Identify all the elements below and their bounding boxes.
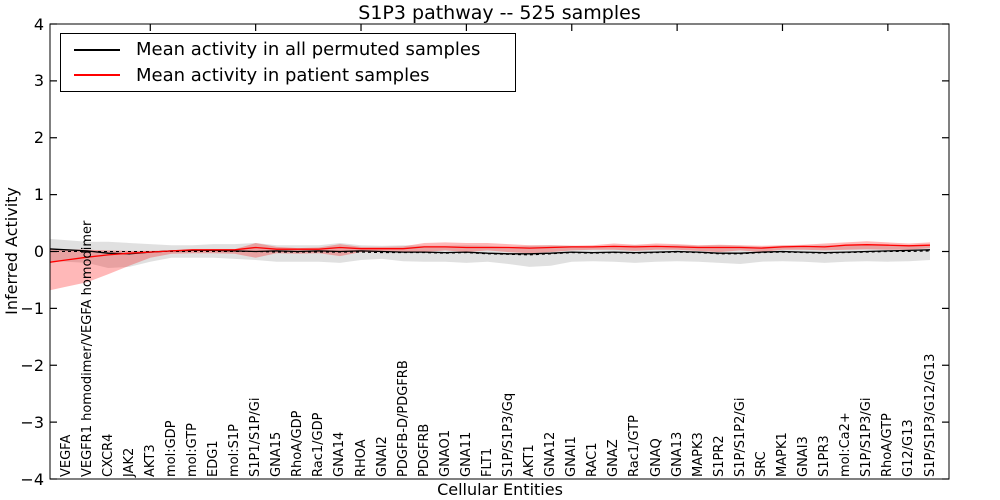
x-tick-label: S1P/S1P3/Gq bbox=[501, 392, 517, 477]
y-tick-label: 3 bbox=[33, 71, 44, 91]
x-tick-label: GNAQ bbox=[648, 438, 664, 477]
x-tick-label: EDG1 bbox=[206, 440, 221, 477]
x-tick-label: mol:GTP bbox=[184, 423, 200, 477]
chart-title: S1P3 pathway -- 525 samples bbox=[358, 2, 641, 24]
x-tick-label: VEGFA bbox=[58, 434, 74, 477]
x-tick-label: GNA14 bbox=[332, 431, 348, 477]
y-tick-label: −4 bbox=[20, 469, 44, 489]
x-tick-label: FLT1 bbox=[479, 447, 495, 477]
x-axis-label: Cellular Entities bbox=[437, 480, 563, 499]
x-tick-label: PDGFRB bbox=[416, 423, 432, 477]
y-tick-label: 0 bbox=[33, 242, 44, 261]
x-tick-label: mol:Ca2+ bbox=[838, 412, 854, 477]
x-tick-label: GNAI1 bbox=[564, 436, 580, 477]
x-tick-label: SRC bbox=[753, 451, 769, 477]
x-tick-label: CXCR4 bbox=[100, 433, 116, 477]
x-tick-label: S1P/S1P3/G12/G13 bbox=[922, 353, 938, 477]
legend: Mean activity in all permuted samples Me… bbox=[60, 33, 516, 92]
legend-item-permuted: Mean activity in all permuted samples bbox=[61, 37, 515, 63]
x-tick-label: S1PR3 bbox=[817, 435, 833, 477]
x-tick-label: GNA15 bbox=[269, 431, 285, 477]
x-tick-label: PDGFB-D/PDGFRB bbox=[395, 360, 411, 477]
x-tick-label: RhoA/GDP bbox=[290, 410, 306, 477]
x-tick-label: MAPK1 bbox=[774, 432, 790, 477]
legend-item-patient: Mean activity in patient samples bbox=[61, 63, 515, 89]
x-tick-label: G12/G13 bbox=[901, 419, 917, 477]
legend-label-patient: Mean activity in patient samples bbox=[136, 64, 430, 86]
x-tick-label: MAPK3 bbox=[690, 432, 706, 477]
x-tick-label: GNA13 bbox=[669, 431, 685, 477]
y-tick-label: 1 bbox=[33, 185, 44, 205]
legend-line-red-icon bbox=[74, 74, 120, 77]
x-tick-label: S1P/S1P2/Gi bbox=[732, 397, 748, 477]
legend-line-black-icon bbox=[74, 48, 120, 51]
y-tick-label: 4 bbox=[33, 14, 44, 34]
y-tick-label: 2 bbox=[33, 128, 44, 148]
x-tick-label: mol:GDP bbox=[163, 420, 179, 477]
x-tick-label: RHOA bbox=[353, 439, 369, 477]
x-tick-label: AKT1 bbox=[522, 444, 538, 477]
x-tick-label: mol:S1P bbox=[227, 424, 243, 477]
x-tick-label: Rac1/GTP bbox=[627, 415, 643, 477]
y-tick-label: −2 bbox=[20, 355, 44, 375]
x-tick-label: VEGFR1 homodimer/VEGFA homodimer bbox=[79, 220, 95, 477]
x-tick-label: GNAO1 bbox=[437, 430, 453, 477]
x-tick-label: GNA11 bbox=[458, 431, 474, 477]
y-tick-label: −1 bbox=[20, 298, 44, 318]
x-tick-label: GNAI3 bbox=[796, 436, 812, 477]
x-tick-label: GNAZ bbox=[606, 439, 622, 477]
x-tick-label: RAC1 bbox=[585, 442, 601, 477]
x-tick-label: JAK2 bbox=[121, 447, 137, 477]
x-tick-label: RhoA/GTP bbox=[880, 413, 896, 477]
x-tick-label: AKT3 bbox=[142, 444, 158, 477]
x-tick-label: Rac1/GDP bbox=[311, 412, 327, 477]
legend-label-permuted: Mean activity in all permuted samples bbox=[136, 39, 481, 61]
x-tick-label: GNAI2 bbox=[374, 436, 390, 477]
x-tick-label: S1PR2 bbox=[711, 435, 727, 477]
x-tick-label: GNA12 bbox=[543, 431, 559, 477]
x-tick-label: S1P1/S1P/Gi bbox=[248, 397, 264, 477]
x-tick-label: S1P/S1P3/Gi bbox=[859, 397, 875, 477]
y-tick-label: −3 bbox=[20, 412, 44, 432]
